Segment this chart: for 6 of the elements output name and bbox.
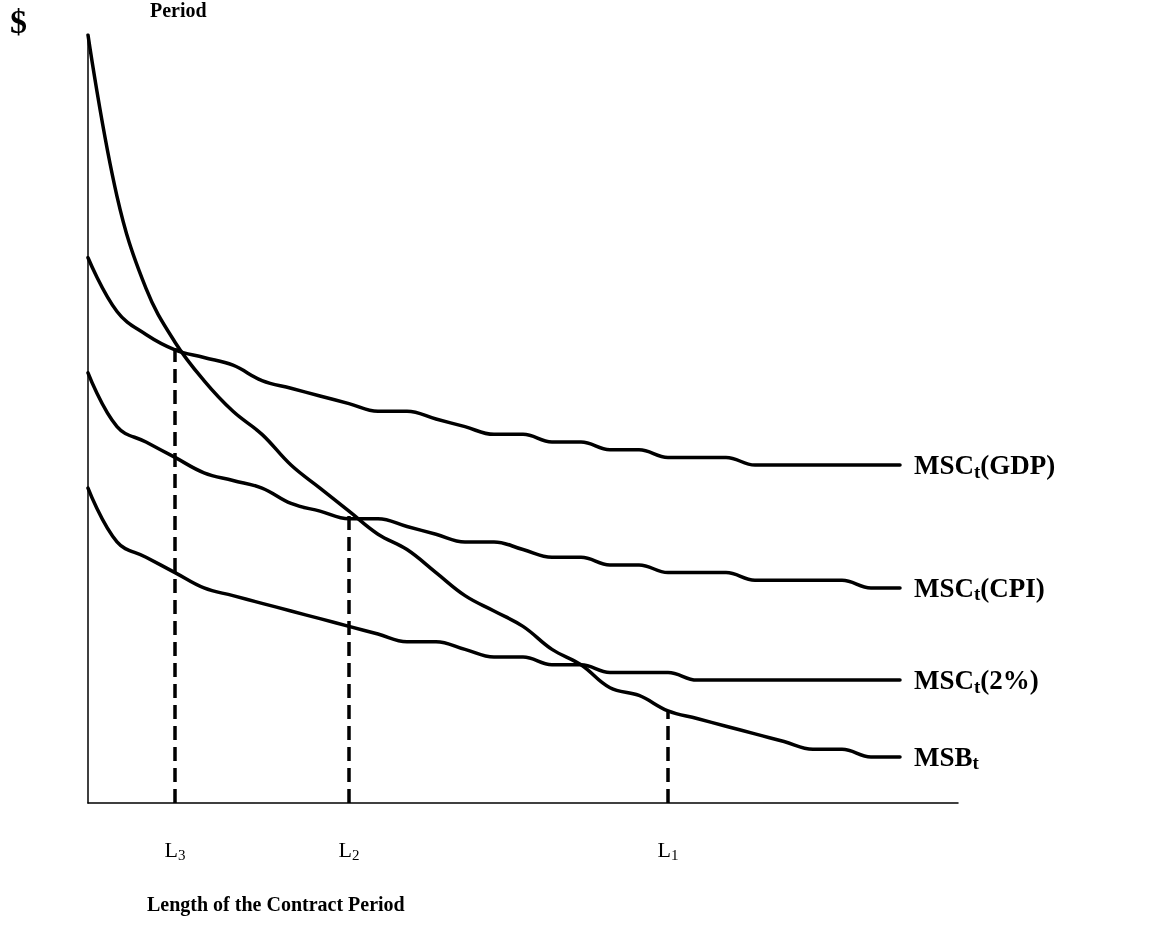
text: Period [150, 0, 207, 21]
x-tick-label: L3 [164, 837, 186, 863]
x-tick-label: L2 [338, 837, 360, 863]
x-axis-title: Length of the Contract Period [147, 893, 405, 916]
y-axis-title: $ [10, 2, 27, 40]
x-tick-label: L1 [657, 837, 679, 863]
